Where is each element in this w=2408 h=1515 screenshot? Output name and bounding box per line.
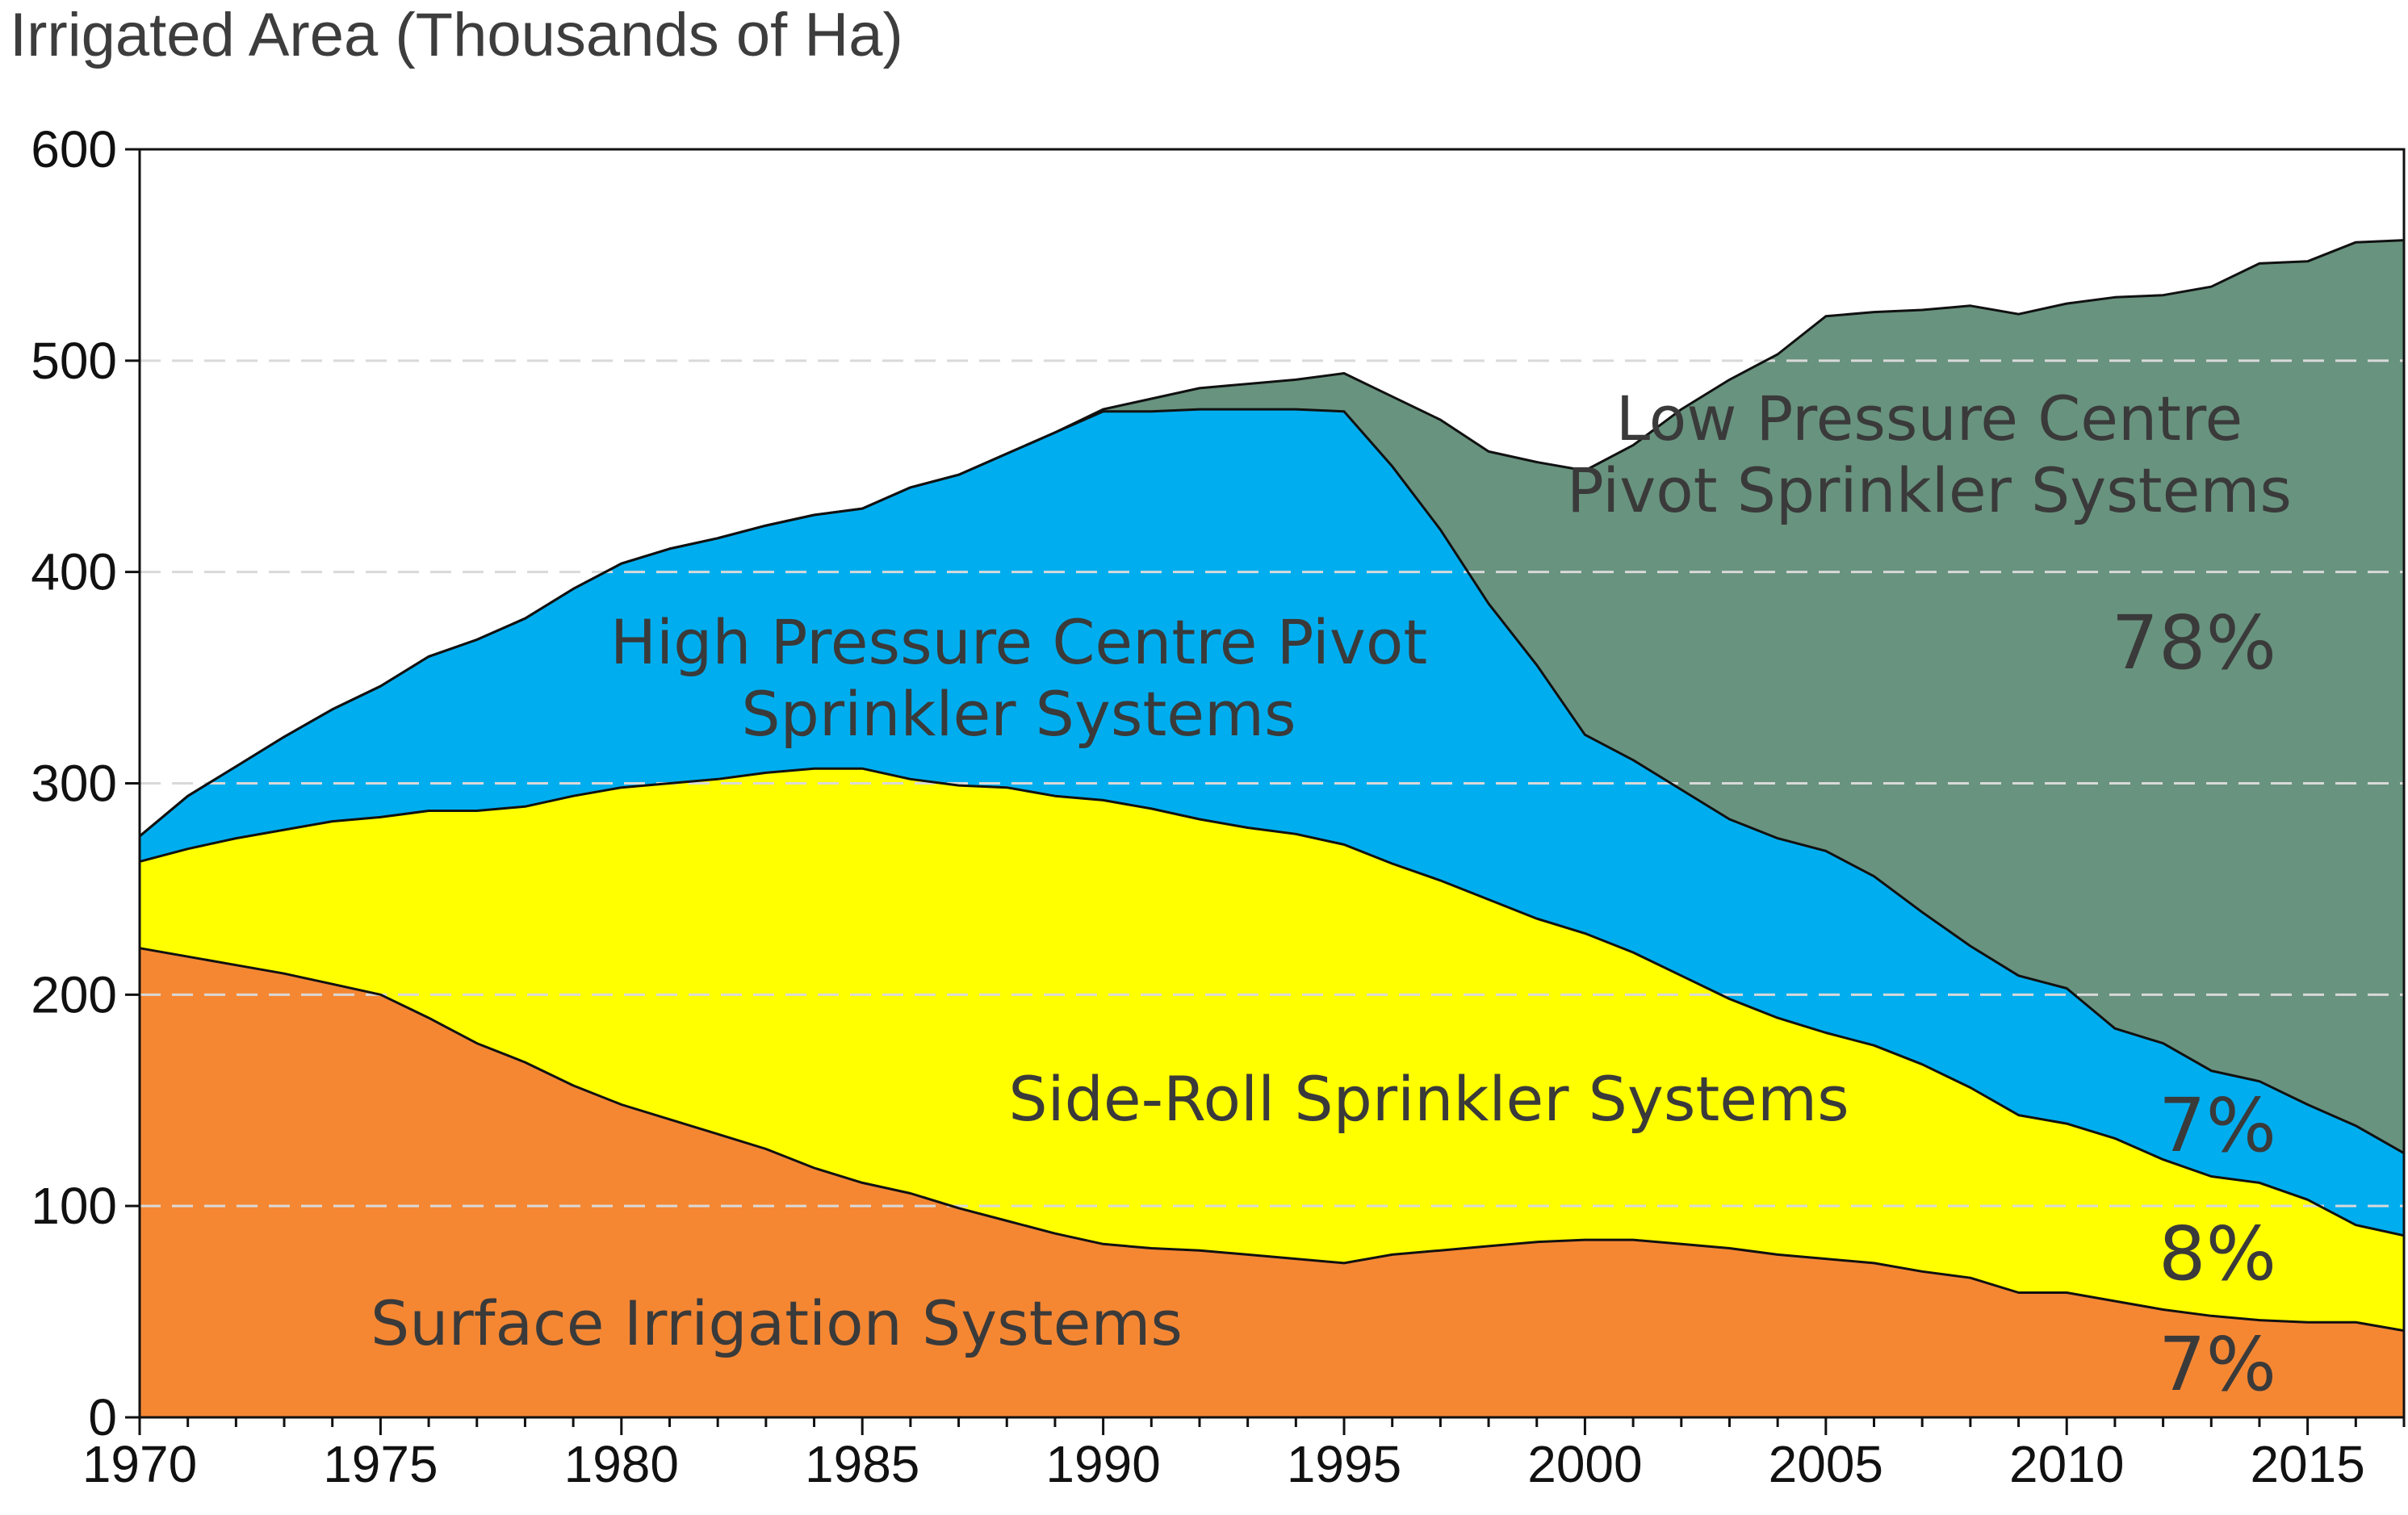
y-tick-label-300: 300	[31, 755, 117, 813]
x-tick-label-2010: 2010	[2009, 1435, 2124, 1493]
tick-labels: 0 100 200 300 400 500 600 1970 1975 1980 1985 1990 1…	[31, 120, 2365, 1493]
area-series-2	[140, 768, 2404, 1331]
area-series-3	[140, 409, 2404, 1236]
label-low-pressure-line1: Low Pressure Centre	[1616, 383, 2243, 454]
x-tick-label-1970: 1970	[82, 1435, 197, 1493]
y-tick-label-200: 200	[31, 965, 117, 1023]
x-tick-label-1990: 1990	[1045, 1435, 1160, 1493]
chart-title: Irrigated Area (Thousands of Ha)	[10, 1, 903, 69]
label-high-pressure-line2: Sprinkler Systems	[741, 678, 1296, 750]
axes	[125, 148, 2406, 1435]
x-tick-label-2015: 2015	[2250, 1435, 2364, 1493]
label-side-roll: Side-Roll Sprinkler Systems	[1008, 1063, 1849, 1135]
x-tick-label-1975: 1975	[323, 1435, 438, 1493]
pct-low-pressure: 78%	[2112, 600, 2276, 686]
x-tick-label-1995: 1995	[1287, 1435, 1401, 1493]
y-tick-label-600: 600	[31, 120, 117, 178]
x-tick-label-1980: 1980	[564, 1435, 679, 1493]
area-series-4	[140, 240, 2404, 1153]
label-high-pressure-line1: High Pressure Centre Pivot	[610, 606, 1427, 678]
label-low-pressure-line2: Pivot Sprinkler Systems	[1567, 454, 2292, 526]
y-tick-label-500: 500	[31, 332, 117, 390]
area-series-1	[140, 948, 2404, 1417]
x-tick-label-2005: 2005	[1769, 1435, 1883, 1493]
pct-side-roll: 8%	[2159, 1211, 2276, 1297]
series-boundary-2	[139, 767, 2405, 1237]
y-tick-label-400: 400	[31, 543, 117, 601]
y-tick-label-100: 100	[31, 1177, 117, 1235]
series-boundary-1	[139, 947, 2405, 1333]
area-series	[140, 240, 2404, 1417]
percent-labels: 78% 7% 8% 7%	[2112, 600, 2276, 1408]
gridlines	[140, 359, 2404, 1207]
y-tick-label-0: 0	[88, 1388, 117, 1446]
x-tick-label-1985: 1985	[805, 1435, 919, 1493]
x-tick-label-2000: 2000	[1527, 1435, 1642, 1493]
series-labels: Low Pressure Centre Pivot Sprinkler Syst…	[371, 383, 2292, 1359]
series-boundary-4	[139, 239, 2405, 838]
label-surface: Surface Irrigation Systems	[371, 1287, 1183, 1359]
pct-surface: 7%	[2159, 1321, 2276, 1408]
series-boundaries	[139, 239, 2405, 1333]
pct-high-pressure: 7%	[2159, 1082, 2276, 1169]
